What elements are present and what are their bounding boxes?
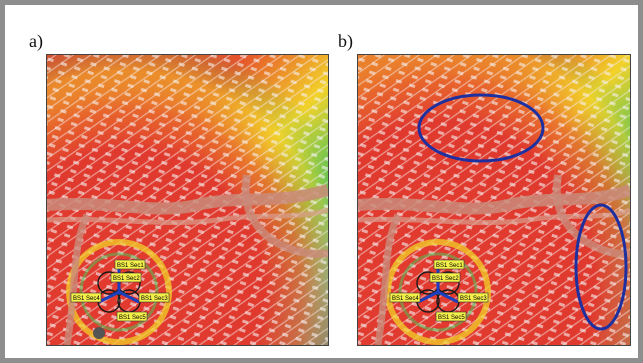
- sector-tag-a-1: BS1 Sec1: [114, 259, 146, 270]
- base-station-a: [93, 267, 141, 339]
- highlight-ellipse-right: [574, 203, 628, 331]
- sector-tag-text: BS1 Sec3: [460, 296, 487, 302]
- coverage-map-b: BS1 Sec1 BS1 Sec2 BS1 Sec3 BS1 Sec4 BS1 …: [357, 54, 631, 346]
- sector-tag-a-4: BS1 Sec4: [70, 292, 102, 303]
- coverage-map-a: BS1 Sec1 BS1 Sec2 BS1 Sec3 BS1 Sec4 BS1 …: [46, 54, 329, 346]
- sector-tag-text: BS1 Sec4: [73, 296, 100, 302]
- sector-tag-b-4: BS1 Sec4: [389, 292, 421, 303]
- panel-b-label: b): [338, 31, 353, 51]
- sector-tag-text: BS1 Sec2: [113, 276, 140, 282]
- sector-tag-b-3: BS1 Sec3: [457, 292, 489, 303]
- sector-tag-text: BS1 Sec2: [432, 276, 459, 282]
- sector-tag-b-5: BS1 Sec5: [435, 311, 467, 322]
- sector-tag-text: BS1 Sec3: [141, 296, 168, 302]
- sector-tag-b-1: BS1 Sec1: [433, 259, 465, 270]
- sector-tag-text: BS1 Sec5: [438, 315, 465, 321]
- coverage-map-b-svg: BS1 Sec1 BS1 Sec2 BS1 Sec3 BS1 Sec4 BS1 …: [358, 55, 630, 345]
- sector-tag-text: BS1 Sec1: [117, 263, 144, 269]
- sector-tag-a-2: BS1 Sec2: [110, 272, 142, 283]
- figure-frame: a) b): [5, 5, 638, 358]
- sector-tag-b-2: BS1 Sec2: [429, 272, 461, 283]
- sector-tag-text: BS1 Sec5: [119, 315, 146, 321]
- highlight-ellipse-top: [417, 93, 545, 163]
- panel-a-label: a): [29, 31, 43, 51]
- sector-tag-a-5: BS1 Sec5: [116, 311, 148, 322]
- sector-tag-a-3: BS1 Sec3: [138, 292, 170, 303]
- sector-tag-text: BS1 Sec4: [392, 296, 419, 302]
- sector-tag-text: BS1 Sec1: [436, 263, 463, 269]
- coverage-map-a-svg: BS1 Sec1 BS1 Sec2 BS1 Sec3 BS1 Sec4 BS1 …: [47, 55, 328, 345]
